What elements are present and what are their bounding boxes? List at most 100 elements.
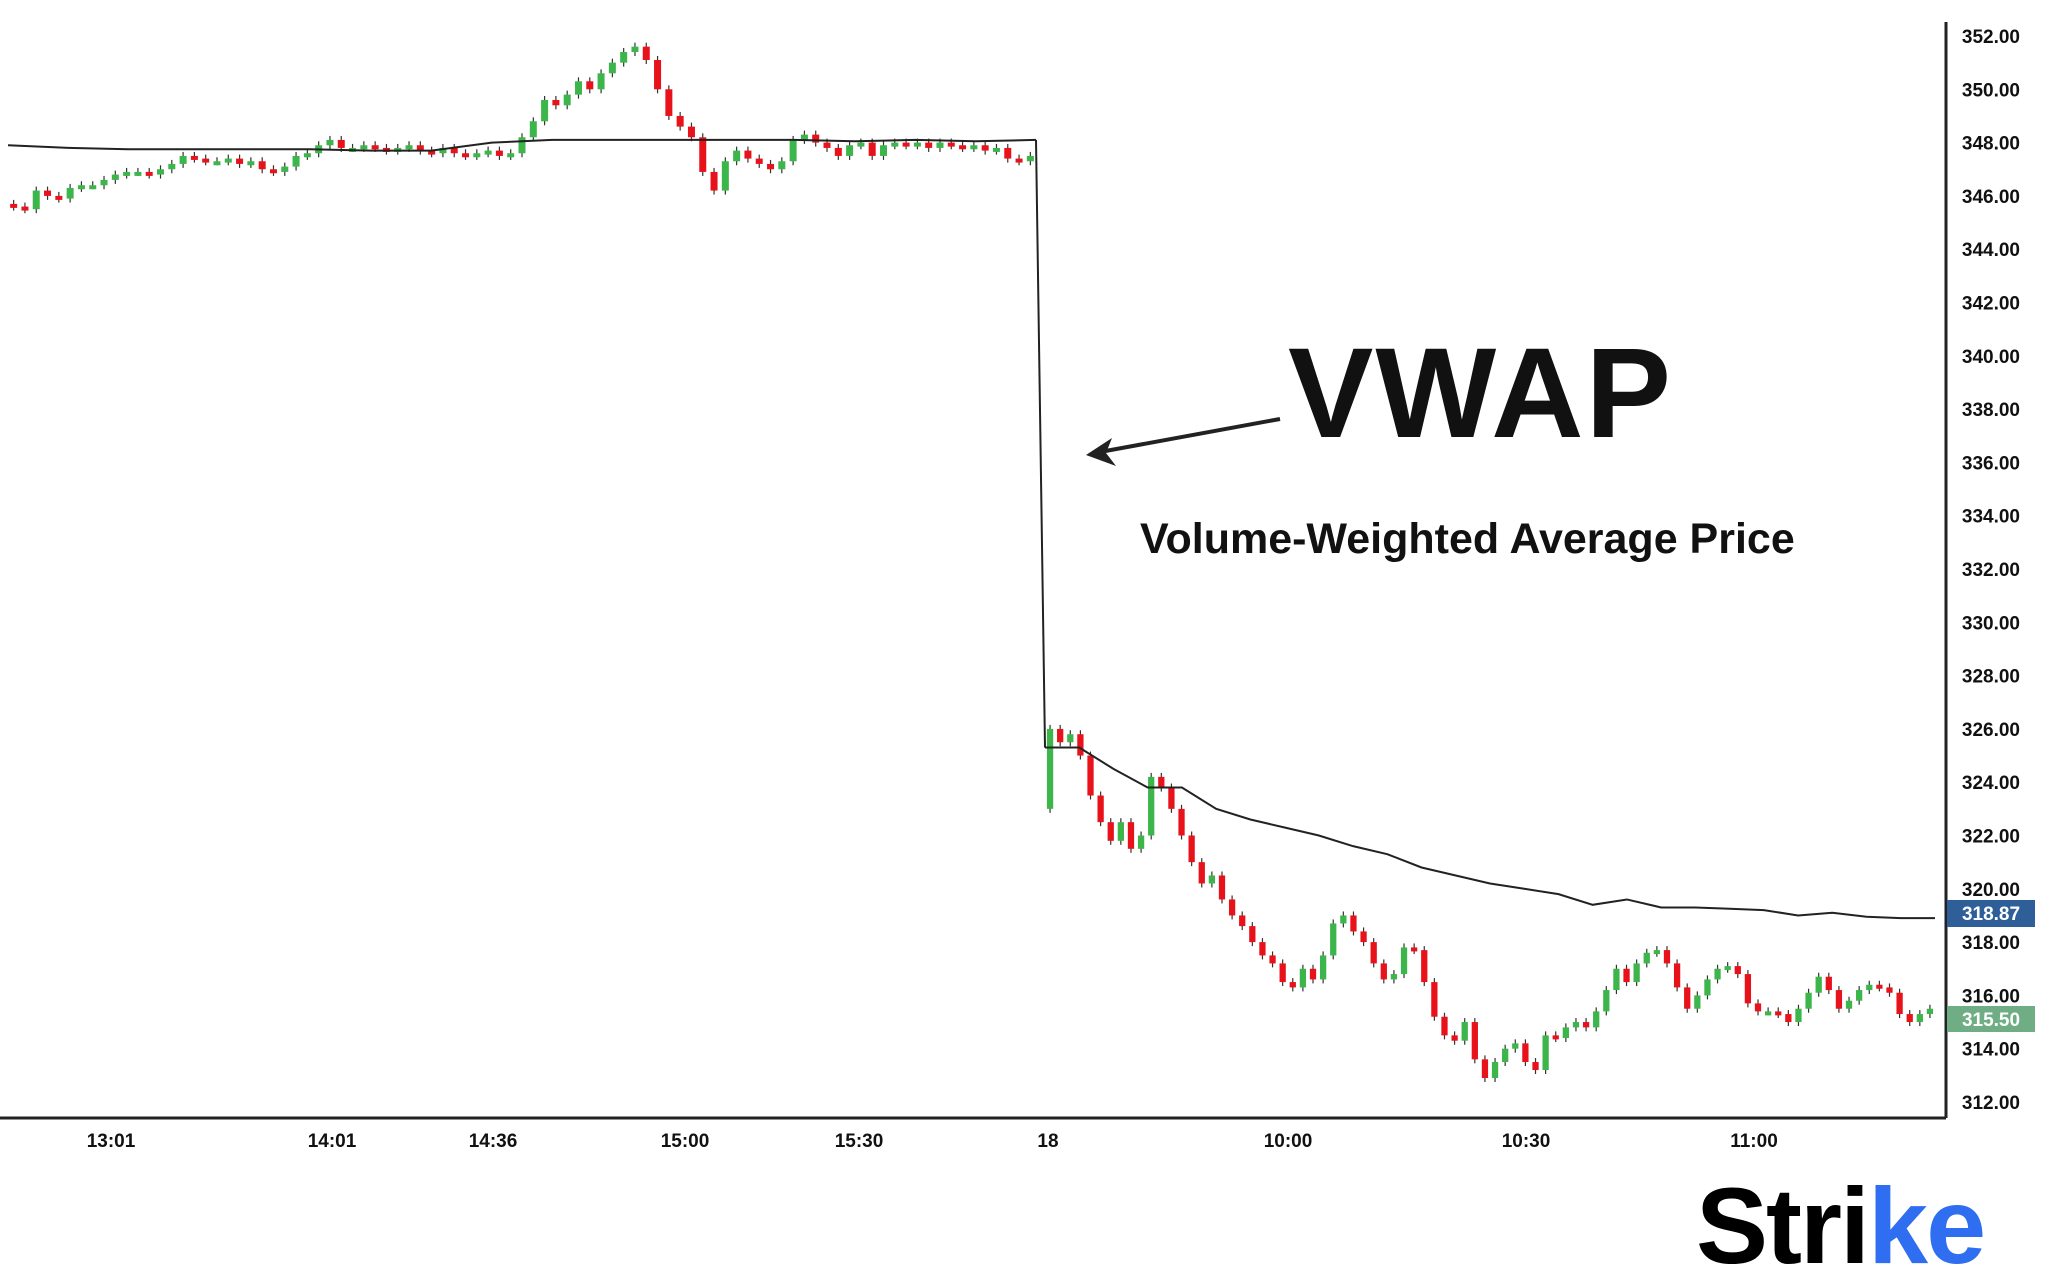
- candle-up: [1340, 915, 1347, 924]
- price-tick-label: 352.00: [1962, 27, 2020, 48]
- candle-up: [1694, 995, 1701, 1009]
- candle-up: [213, 161, 221, 166]
- candle-down: [1188, 835, 1195, 863]
- candle-down: [981, 145, 989, 151]
- arrow-head-icon: [1086, 438, 1116, 466]
- logo-accent-text: ke: [1868, 1165, 1986, 1286]
- candle-up: [507, 153, 515, 158]
- candle-up: [800, 134, 808, 140]
- price-axis-labels: 352.00 350.00 348.00 346.00 344.00 342.00 340.…: [1962, 27, 2020, 1114]
- candle-up: [1653, 950, 1661, 955]
- candle-up: [179, 155, 187, 164]
- candle-up: [1926, 1008, 1934, 1015]
- candle-down: [1279, 963, 1286, 983]
- candle-down: [1673, 963, 1681, 988]
- candle-up: [247, 161, 255, 166]
- candle-up: [281, 166, 289, 172]
- price-tick-label: 344.00: [1962, 240, 2020, 261]
- candle-down: [337, 139, 345, 148]
- price-tick-label: 338.00: [1962, 400, 2020, 421]
- candle-up: [913, 142, 921, 147]
- candle-up: [574, 81, 582, 95]
- candle-down: [1825, 976, 1832, 991]
- candle-down: [1309, 968, 1317, 980]
- price-tick-label: 322.00: [1962, 827, 2020, 848]
- candle-up: [620, 51, 628, 63]
- candle-down: [823, 142, 831, 148]
- time-tick-label: 15:30: [835, 1131, 884, 1152]
- candle-down: [236, 158, 244, 164]
- candle-down: [55, 195, 63, 200]
- candle-down: [1582, 1022, 1590, 1028]
- candle-up: [1613, 968, 1620, 991]
- vwap-lines: [7, 138, 1935, 920]
- candle-up: [1856, 990, 1863, 1001]
- candle-down: [1754, 1003, 1762, 1012]
- candle-down: [44, 190, 52, 196]
- candle-up: [1633, 963, 1640, 983]
- candle-down: [1239, 915, 1246, 927]
- candle-down: [699, 137, 707, 172]
- candle-up: [631, 46, 639, 52]
- candle-up: [518, 137, 526, 154]
- candle-down: [1158, 776, 1165, 788]
- candle-down: [1744, 974, 1752, 1004]
- candle-down: [947, 142, 955, 147]
- candle-up: [1137, 835, 1145, 849]
- candle-up: [1067, 734, 1074, 743]
- candle-down: [1896, 992, 1903, 1015]
- candle-up: [1714, 968, 1721, 980]
- price-tick-label: 316.00: [1962, 986, 2020, 1007]
- chart-title: VWAP: [1288, 322, 1673, 465]
- candle-down: [21, 206, 29, 211]
- candle-up: [405, 145, 413, 150]
- candle-up: [1299, 968, 1307, 988]
- candle-down: [416, 145, 424, 151]
- candle-up: [1542, 1035, 1549, 1071]
- candle-down: [868, 142, 876, 156]
- candle-down: [1532, 1062, 1539, 1071]
- candle-down: [1077, 734, 1084, 756]
- candles: [10, 42, 1934, 1083]
- candle-down: [1684, 987, 1691, 1009]
- candle-down: [1421, 950, 1428, 983]
- candle-down: [269, 169, 277, 174]
- logo-main-text: Stri: [1696, 1165, 1870, 1286]
- candle-down: [1097, 795, 1104, 823]
- candle-up: [1461, 1022, 1468, 1041]
- candle-down: [812, 134, 820, 143]
- candle-down: [744, 150, 752, 159]
- candle-up: [992, 147, 1000, 152]
- candle-up: [529, 121, 537, 138]
- candle-down: [1481, 1059, 1489, 1079]
- candle-up: [1805, 992, 1812, 1009]
- candle-up: [1795, 1008, 1802, 1023]
- time-tick-label: 10:30: [1502, 1131, 1551, 1152]
- time-tick-label: 11:00: [1730, 1131, 1778, 1152]
- candle-down: [1411, 947, 1418, 952]
- candle-down: [642, 46, 650, 60]
- candle-up: [541, 99, 549, 122]
- candle-down: [495, 150, 503, 156]
- candle-down: [1835, 990, 1843, 1009]
- vwap-price-label: 318.87: [1962, 904, 2020, 925]
- candle-up: [846, 145, 854, 156]
- candle-up: [439, 147, 447, 154]
- price-tick-label: 320.00: [1962, 880, 2020, 901]
- time-tick-label: 14:01: [308, 1131, 357, 1152]
- candle-up: [100, 179, 108, 186]
- candle-down: [1441, 1016, 1448, 1036]
- candle-down: [586, 81, 594, 90]
- candle-down: [1107, 822, 1114, 841]
- candle-up: [778, 161, 786, 170]
- time-axis-labels: 13:01 14:01 14:36 15:00 15:30 18 10:00 10:30 11:…: [87, 1131, 1778, 1152]
- time-tick-label: 18: [1037, 1131, 1058, 1152]
- candle-down: [1178, 808, 1185, 836]
- candle-down: [1552, 1035, 1559, 1040]
- price-tick-label: 350.00: [1962, 80, 2020, 101]
- time-tick-label: 13:01: [87, 1131, 136, 1152]
- candle-up: [473, 153, 481, 158]
- candle-up: [224, 158, 232, 163]
- price-tick-label: 334.00: [1962, 507, 2020, 528]
